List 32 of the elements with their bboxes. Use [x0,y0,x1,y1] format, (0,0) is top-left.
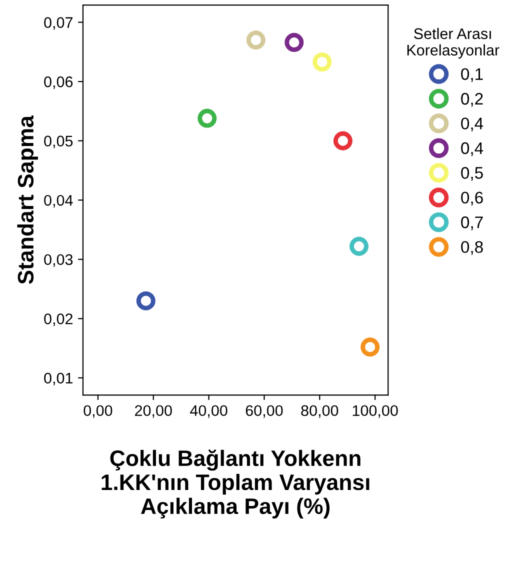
y-tick-label: 0,01 [44,372,73,386]
x-tick-label: 20,00 [135,405,172,418]
legend-title: Setler Arası Korelasyonlar [407,28,500,59]
y-tick-label: 0,04 [44,194,73,208]
legend-label: 0,2 [461,92,483,107]
legend-label: 0,8 [461,241,483,255]
point [246,30,266,50]
point [198,108,217,128]
y-tick-label: 0,07 [44,17,72,30]
legend-label: 0,7 [461,216,483,230]
x-tick-label: 80,00 [301,405,338,418]
point [284,32,304,52]
y-tick-label: 0,03 [44,254,73,267]
legend-label: 0,4 [461,142,484,156]
x-tick-label: 60,00 [246,405,283,418]
legend-label: 0,6 [461,192,483,206]
point [360,338,380,357]
x-tick-label: 0,00 [84,405,112,418]
point [136,291,156,310]
point [312,52,332,72]
y-tick-label: 0,06 [44,76,73,90]
point [349,236,369,256]
legend-label: 0,5 [461,167,483,181]
x-tick-label: 40,00 [190,405,228,418]
point [333,131,352,150]
x-tick-label: 100,00 [352,405,398,418]
y-axis-title: Standart Sapma [17,115,38,284]
y-tick-label: 0,02 [44,313,72,326]
x-axis-title: Çoklu Bağlantı Yokkenn 1.KK'nın Toplam Varyansı Açıklama Payı (%) [102,450,370,519]
legend-label: 0,4 [461,118,484,132]
y-tick-label: 0,05 [44,136,73,148]
legend-label: 0,1 [461,68,483,82]
